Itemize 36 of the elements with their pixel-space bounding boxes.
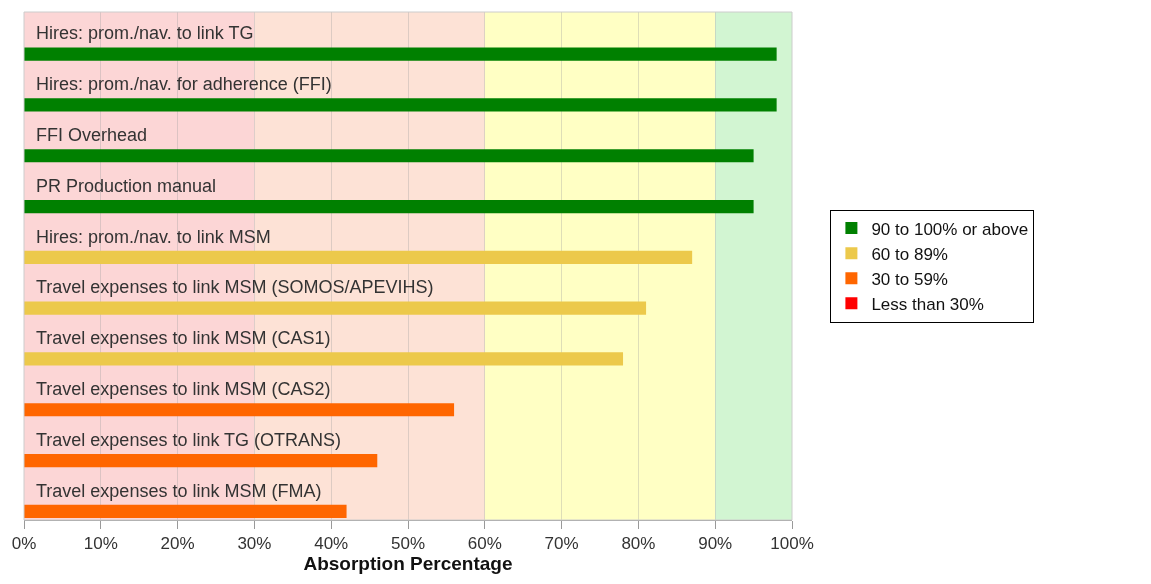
x-tick-label: 80% bbox=[621, 534, 656, 554]
bar bbox=[24, 352, 624, 366]
y-tick-label: Hires: prom./nav. to link MSM bbox=[36, 227, 271, 247]
x-tick-label: 60% bbox=[467, 534, 502, 554]
x-axis-title: Absorption Percentage bbox=[303, 553, 513, 575]
bar bbox=[24, 199, 754, 214]
bar bbox=[24, 453, 378, 468]
bar bbox=[24, 504, 347, 518]
x-tick-label: 70% bbox=[544, 534, 579, 554]
y-tick-label: Travel expenses to link MSM (CAS2) bbox=[36, 379, 331, 399]
y-tick-label: Travel expenses to link TG (OTRANS) bbox=[36, 430, 342, 450]
x-tick-label: 0% bbox=[11, 534, 37, 554]
legend-label: 30 to 59% bbox=[871, 269, 948, 289]
x-tick-label: 40% bbox=[314, 534, 349, 554]
y-tick-label: Travel expenses to link MSM (SOMOS/APEVIHS) bbox=[36, 277, 434, 297]
x-tick-label: 30% bbox=[237, 534, 272, 554]
y-tick-label: FFI Overhead bbox=[36, 125, 148, 145]
y-tick-label: Hires: prom./nav. to link TG bbox=[36, 23, 254, 43]
y-tick-label: Travel expenses to link MSM (FMA) bbox=[36, 481, 322, 501]
x-tick-label: 100% bbox=[770, 534, 814, 554]
legend-label: 60 to 89% bbox=[871, 244, 948, 264]
bar bbox=[24, 98, 777, 112]
x-tick-label: 20% bbox=[160, 534, 195, 554]
bar bbox=[24, 403, 455, 417]
legend-label: 90 to 100% or above bbox=[871, 219, 1029, 239]
y-tick-label: Hires: prom./nav. for adherence (FFI) bbox=[36, 74, 332, 94]
bar bbox=[24, 149, 754, 163]
y-tick-label: PR Production manual bbox=[36, 176, 217, 196]
x-tick-label: 50% bbox=[390, 534, 426, 554]
legend-label: Less than 30% bbox=[871, 294, 984, 314]
bar bbox=[24, 301, 647, 315]
bar bbox=[24, 47, 777, 61]
x-tick-label: 90% bbox=[698, 534, 733, 554]
y-tick-label: Travel expenses to link MSM (CAS1) bbox=[36, 328, 331, 348]
x-tick-label: 10% bbox=[83, 534, 118, 554]
bar bbox=[24, 250, 693, 264]
